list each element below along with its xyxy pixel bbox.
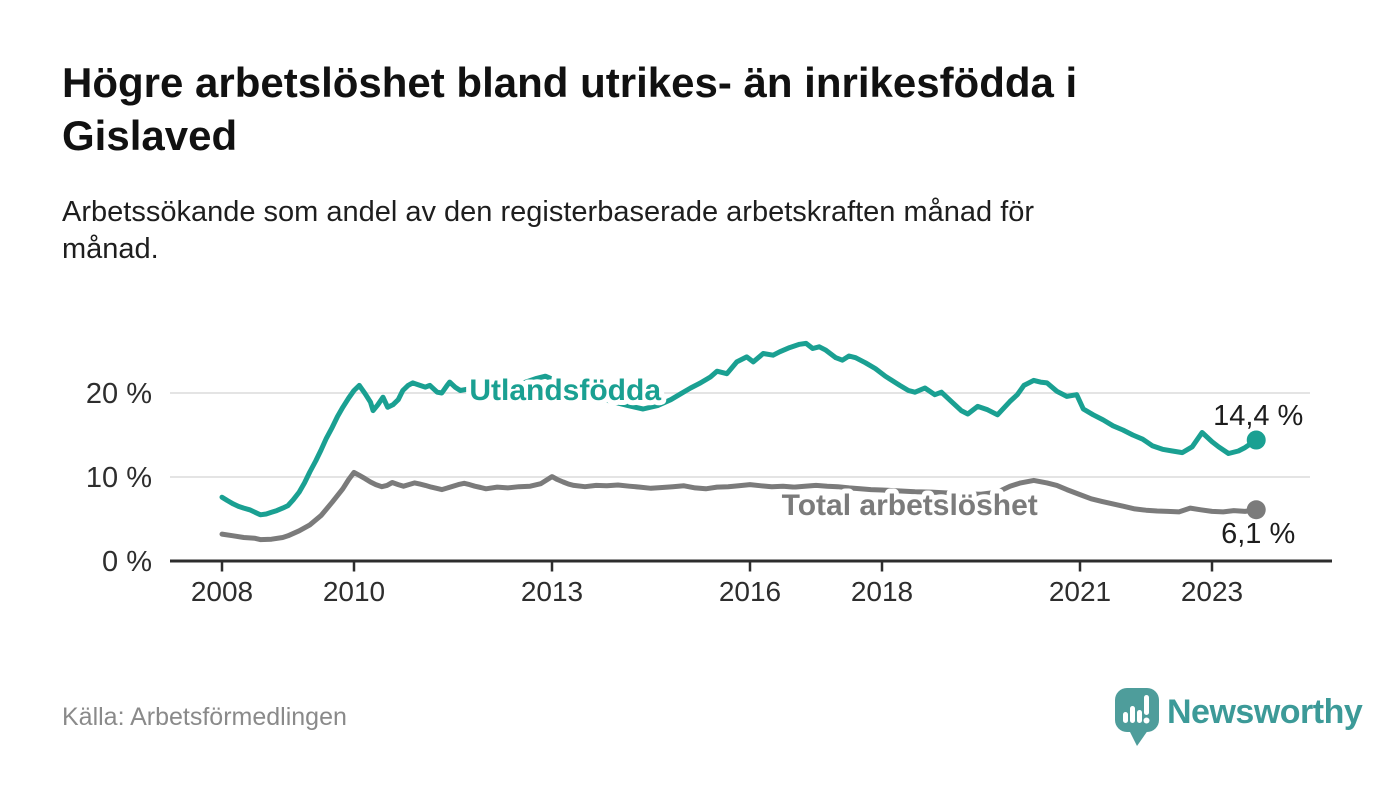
newsworthy-logo: Newsworthy: [1113, 686, 1363, 752]
subtitle-line-2: månad.: [62, 233, 159, 265]
source-note: Källa: Arbetsförmedlingen: [62, 703, 347, 731]
page-subtitle: Arbetssökande som andel av den registerb…: [62, 194, 1262, 268]
x-tick-label-2021: 2021: [1049, 576, 1111, 607]
y-tick-label-10: 10 %: [86, 462, 152, 494]
series-end-dot-total: [1246, 500, 1266, 520]
series-end-dot-utlandsfodda: [1246, 430, 1266, 450]
series-line-utlandsfodda: [219, 340, 1259, 518]
series-end-value-total: 6,1 %: [1221, 518, 1295, 550]
x-tick-label-2018: 2018: [851, 576, 913, 607]
title-line-1: Högre arbetslöshet bland utrikes- än inr…: [62, 59, 1078, 106]
brand-wordmark: Newsworthy: [1167, 693, 1363, 731]
series-line-total: [219, 469, 1259, 543]
x-tick-label-2016: 2016: [719, 576, 781, 607]
series-label-utlandsfodda: Utlandsfödda: [469, 374, 661, 407]
x-tick-label-2010: 2010: [323, 576, 385, 607]
page-title: Högre arbetslöshet bland utrikes- än inr…: [62, 56, 1332, 162]
bar-chart-speech-bubble-icon: [1115, 688, 1159, 746]
series-label-total: Total arbetslöshet: [782, 489, 1038, 522]
x-tick-label-2013: 2013: [521, 576, 583, 607]
x-tick-label-2008: 2008: [191, 576, 253, 607]
y-tick-label-20: 20 %: [86, 378, 152, 410]
series-end-value-utlandsfodda: 14,4 %: [1213, 400, 1303, 432]
y-tick-label-0: 0 %: [102, 546, 152, 578]
subtitle-line-1: Arbetssökande som andel av den registerb…: [62, 196, 1035, 228]
x-tick-label-2023: 2023: [1181, 576, 1243, 607]
title-line-2: Gislaved: [62, 112, 238, 159]
